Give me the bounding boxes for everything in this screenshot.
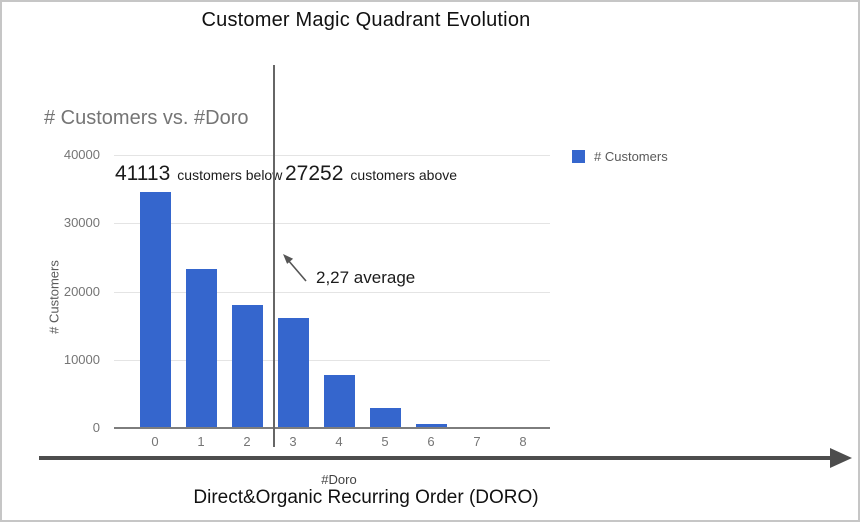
bar-doro-2 xyxy=(231,305,263,427)
legend-swatch-icon xyxy=(572,150,585,163)
y-tick-label: 20000 xyxy=(63,283,100,299)
bar-doro-1 xyxy=(185,269,217,427)
x-tick-label: 5 xyxy=(381,434,389,449)
legend: # Customers xyxy=(572,149,668,164)
x-tick-label: 0 xyxy=(151,434,159,449)
doro-axis-arrow-line xyxy=(39,456,831,460)
legend-label: # Customers xyxy=(594,149,668,164)
x-axis-title: #Doro xyxy=(321,472,357,487)
annotation-customers-above: 27252 customers above xyxy=(285,162,457,186)
x-tick-label: 1 xyxy=(197,434,205,449)
bar-doro-3 xyxy=(277,318,309,427)
average-label: 2,27 average xyxy=(316,268,416,287)
doro-axis-arrow-head-icon xyxy=(830,448,852,468)
bar-doro-0 xyxy=(139,192,171,427)
bar-doro-5 xyxy=(369,408,401,427)
annotation-customers-below: 41113 customers below xyxy=(115,162,282,186)
customers-below-label: customers below xyxy=(177,167,283,183)
y-tick-label: 0 xyxy=(92,420,100,435)
x-tick-label: 8 xyxy=(519,434,527,449)
bar-doro-4 xyxy=(323,375,355,427)
x-axis-ticks: 0 1 2 3 4 5 6 7 8 xyxy=(114,434,550,450)
x-tick-label: 6 xyxy=(427,434,435,449)
y-tick-label: 30000 xyxy=(63,215,100,231)
customers-above-value: 27252 xyxy=(285,162,344,185)
gridline xyxy=(114,359,550,361)
plot-area xyxy=(114,155,550,429)
x-tick-label: 7 xyxy=(473,434,481,449)
customers-above-label: customers above xyxy=(350,167,458,183)
average-divider-line xyxy=(273,65,275,447)
x-tick-label: 3 xyxy=(289,434,297,449)
y-axis-title: # Customers xyxy=(46,260,62,334)
gridline xyxy=(114,223,550,225)
y-axis-ticks: 0 10000 20000 30000 40000 xyxy=(40,147,106,435)
customers-below-value: 41113 xyxy=(115,162,171,185)
x-tick-label: 4 xyxy=(335,434,343,449)
gridline xyxy=(114,291,550,293)
bar-doro-6 xyxy=(415,424,447,427)
footer-title: Direct&Organic Recurring Order (DORO) xyxy=(193,487,539,508)
average-arrow-icon xyxy=(283,254,307,282)
y-tick-label: 10000 xyxy=(63,351,100,367)
chart-title: # Customers vs. #Doro xyxy=(44,107,249,129)
page-title: Customer Magic Quadrant Evolution xyxy=(201,9,531,31)
y-tick-label: 40000 xyxy=(63,147,100,162)
x-axis-baseline xyxy=(114,427,550,429)
gridline xyxy=(114,155,550,156)
x-tick-label: 2 xyxy=(243,434,251,449)
